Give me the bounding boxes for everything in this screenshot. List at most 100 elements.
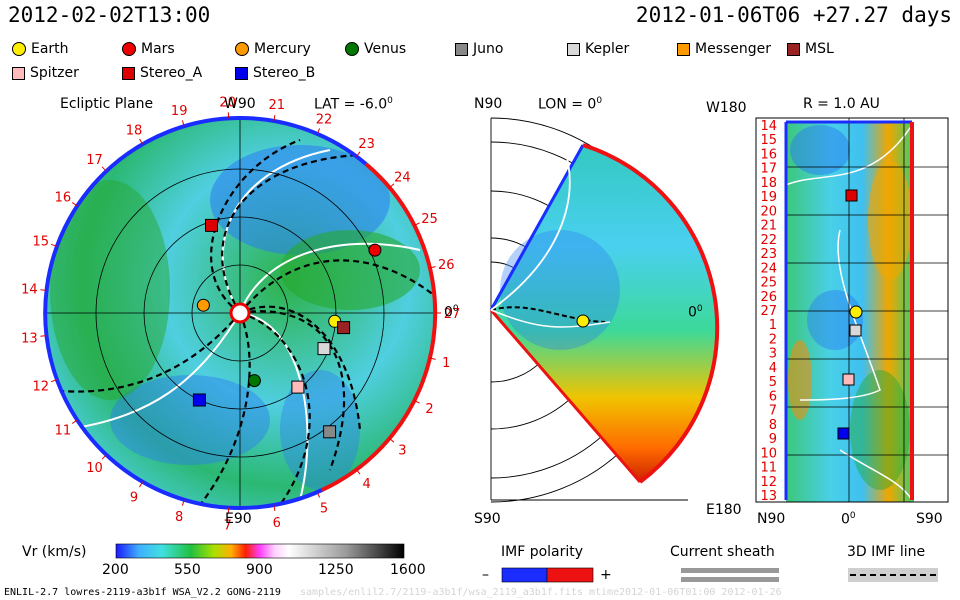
carrington-tick-8: 8 (175, 510, 183, 525)
meridional-top-label: N90 (474, 96, 503, 112)
carrington-tick-17: 17 (86, 153, 103, 168)
square-marker-icon (235, 66, 248, 80)
carrington-tick-mark (181, 120, 185, 127)
circle-marker-icon (12, 42, 26, 56)
legend-label: Messenger (695, 41, 772, 57)
ecliptic-right-label: 00 (444, 304, 459, 321)
legend-label: Stereo_A (140, 65, 203, 81)
carrington-tick-mark (414, 222, 420, 226)
imf-line-label: 3D IMF line (847, 544, 926, 560)
body-marker-mars (368, 243, 382, 257)
radial-tick-22: 22 (760, 233, 777, 248)
colorbar-tick-550: 550 (174, 562, 201, 578)
radial-tick-7: 7 (769, 404, 777, 419)
run-datetime: 2012-01-06T06 +27.27 days (635, 3, 952, 27)
radial-tick-18: 18 (760, 176, 777, 191)
radial-tick-14: 14 (760, 119, 777, 134)
square-marker-icon (12, 66, 25, 80)
carrington-tick-24: 24 (394, 171, 411, 186)
footer-file-info: samples/enlil2.7/2119-a3b1f/wsa_2119_a3b… (300, 587, 782, 598)
carrington-tick-21: 21 (269, 98, 286, 113)
carrington-tick-mark (273, 504, 276, 511)
ecliptic-top-label: W90 (224, 96, 256, 112)
carrington-tick-13: 13 (21, 332, 38, 347)
colorbar-tick-200: 200 (102, 562, 129, 578)
carrington-tick-mark (414, 400, 420, 404)
radial-x-mid: 00 (841, 511, 856, 528)
ecliptic-title: Ecliptic Plane (60, 96, 154, 112)
carrington-tick-19: 19 (171, 104, 188, 119)
radial-x-left: N90 (757, 511, 786, 527)
meridional-right-label: 00 (688, 304, 703, 321)
carrington-tick-mark (40, 335, 47, 337)
carrington-tick-12: 12 (33, 380, 50, 395)
legend-item-spitzer: Spitzer (12, 64, 79, 82)
carrington-tick-mark (355, 151, 361, 157)
velocity-colorbar (115, 543, 405, 559)
radial-tick-23: 23 (760, 247, 777, 262)
radial-title: R = 1.0 AU (803, 96, 880, 112)
radial-tick-1: 1 (769, 318, 777, 333)
carrington-tick-5: 5 (320, 502, 328, 517)
carrington-tick-26: 26 (438, 258, 455, 273)
carrington-tick-15: 15 (33, 235, 50, 250)
radial-tick-4: 4 (769, 361, 777, 376)
carrington-tick-22: 22 (316, 112, 333, 127)
radial-tick-3: 3 (769, 347, 777, 362)
body-marker-spitzer (291, 380, 305, 394)
circle-marker-icon (235, 42, 249, 56)
legend-label: Mars (141, 41, 175, 57)
carrington-tick-mark (139, 138, 143, 145)
carrington-tick-mark (50, 379, 57, 383)
radial-tick-21: 21 (760, 219, 777, 234)
carrington-tick-27: 27 (444, 307, 461, 322)
radial-tick-24: 24 (760, 261, 777, 276)
colorbar-tick-1250: 1250 (318, 562, 354, 578)
radial-y-tick-labels: 1415161718192021222324252627123456789101… (760, 119, 777, 504)
imf-polarity-minus: – (482, 567, 489, 583)
radial-x-right: S90 (916, 511, 943, 527)
meridional-bottom-label: S90 (474, 511, 501, 527)
square-marker-icon (567, 42, 580, 56)
meridional-plane-plot (489, 117, 720, 503)
legend-item-mercury: Mercury (235, 40, 311, 58)
legend-label: Mercury (254, 41, 311, 57)
carrington-tick-mark (101, 166, 107, 172)
carrington-tick-1: 1 (442, 356, 450, 371)
legend-item-msl: MSL (787, 40, 834, 58)
legend-item-stereo-a: Stereo_A (122, 64, 202, 82)
body-marker-juno (323, 425, 337, 439)
legend-label: Kepler (585, 41, 630, 57)
sun-marker (229, 302, 251, 324)
legend-item-juno: Juno (455, 40, 503, 58)
carrington-tick-25: 25 (421, 212, 438, 227)
legend-item-venus: Venus (345, 40, 406, 58)
square-marker-icon (455, 42, 468, 56)
carrington-tick-mark (139, 481, 143, 488)
imf-polarity-plus: + (600, 567, 612, 583)
radial-tick-20: 20 (760, 204, 777, 219)
colorbar-tick-1600: 1600 (390, 562, 426, 578)
carrington-tick-18: 18 (126, 123, 143, 138)
radial-tick-25: 25 (760, 276, 777, 291)
carrington-tick-mark (389, 437, 395, 443)
legend-item-mars: Mars (122, 40, 175, 58)
body-marker-msl (337, 321, 351, 335)
meridional-wedge (491, 145, 718, 482)
radial-tick-10: 10 (760, 446, 777, 461)
carrington-tick-4: 4 (362, 477, 370, 492)
carrington-tick-mark (355, 469, 361, 475)
meridional-earth-marker (576, 314, 590, 328)
radial-tick-13: 13 (760, 489, 777, 504)
legend-label: MSL (805, 41, 834, 57)
body-marker-venus (247, 374, 261, 388)
carrington-tick-23: 23 (358, 137, 375, 152)
radial-tick-5: 5 (769, 375, 777, 390)
radial-tick-27: 27 (760, 304, 777, 319)
legend-item-kepler: Kepler (567, 40, 629, 58)
body-marker-mercury (196, 298, 210, 312)
radial-tick-26: 26 (760, 290, 777, 305)
carrington-tick-20: 20 (219, 95, 236, 110)
square-marker-icon (787, 42, 800, 56)
carrington-tick-mark (71, 419, 78, 424)
